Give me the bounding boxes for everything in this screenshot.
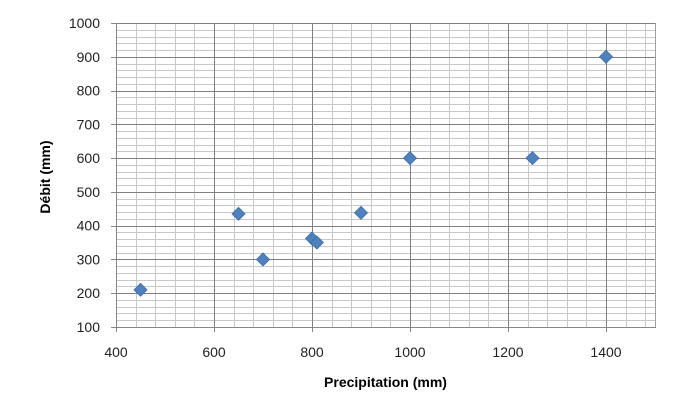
data-point — [353, 205, 369, 220]
x-tick-label: 600 — [202, 344, 226, 360]
y-axis-title: Débit (mm) — [37, 140, 53, 213]
minor-gridlines — [116, 23, 655, 327]
x-axis-tick-labels: 400 600 800 1000 1200 1400 — [104, 344, 621, 360]
axes — [111, 23, 656, 332]
x-axis-title: Precipitation (mm) — [324, 374, 447, 390]
x-tick-label: 1000 — [394, 344, 425, 360]
data-point — [402, 151, 418, 166]
major-gridlines — [116, 23, 655, 327]
y-tick-label: 700 — [77, 116, 101, 132]
y-tick-label: 300 — [77, 251, 101, 267]
x-tick-label: 400 — [104, 344, 128, 360]
x-tick-label: 1200 — [492, 344, 523, 360]
data-point — [231, 206, 246, 221]
data-points — [133, 49, 614, 297]
data-point — [133, 282, 148, 297]
y-tick-label: 200 — [77, 285, 101, 301]
y-tick-label: 100 — [77, 319, 101, 335]
y-tick-label: 1000 — [69, 15, 100, 31]
y-tick-label: 900 — [77, 49, 101, 65]
x-tick-label: 800 — [300, 344, 324, 360]
y-tick-label: 800 — [77, 83, 101, 99]
y-tick-label: 400 — [77, 218, 101, 234]
data-point — [598, 49, 614, 64]
data-point — [309, 235, 324, 250]
data-point — [255, 252, 271, 267]
y-tick-label: 500 — [77, 184, 101, 200]
y-axis-tick-labels: 100 200 300 400 500 600 700 800 900 1000 — [69, 15, 100, 335]
y-tick-label: 600 — [77, 150, 101, 166]
x-tick-label: 1400 — [590, 344, 621, 360]
data-point — [525, 151, 540, 166]
